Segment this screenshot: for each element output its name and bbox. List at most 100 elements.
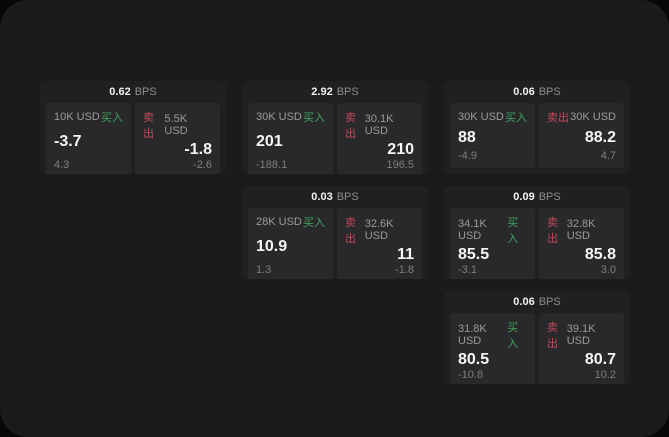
sell-panel-top: 卖出 32.6K USD [345, 214, 414, 246]
price-card: 0.06 BPS 30K USD 买入 88 -4.9 卖出 30K USD [444, 81, 630, 174]
panels-row: 10K USD 买入 -3.7 4.3 卖出 5.5K USD -1.8 -2.… [46, 103, 220, 174]
panels-row: 30K USD 买入 88 -4.9 卖出 30K USD 88.2 4.7 [450, 103, 624, 168]
sell-panel[interactable]: 卖出 39.1K USD 80.7 10.2 [539, 313, 624, 384]
bps-unit-label: BPS [538, 191, 561, 203]
bps-unit-label: BPS [336, 191, 359, 203]
buy-panel-top: 30K USD 买入 [458, 109, 527, 125]
bps-value: 0.06 [513, 296, 535, 308]
sell-side-label: 卖出 [345, 217, 356, 245]
bps-unit-label: BPS [538, 86, 561, 98]
price-card: 0.03 BPS 28K USD 买入 10.9 1.3 卖出 32.6K US… [242, 186, 428, 279]
sell-price: 210 [387, 141, 414, 158]
buy-panel[interactable]: 31.8K USD 买入 80.5 -10.8 [450, 313, 535, 384]
sell-amount: 39.1K USD [566, 323, 596, 347]
sell-panel-top: 卖出 39.1K USD [547, 319, 616, 351]
sell-price: 88.2 [584, 128, 616, 146]
buy-panel-top: 31.8K USD 买入 [458, 319, 527, 351]
panels-row: 31.8K USD 买入 80.5 -10.8 卖出 39.1K USD 80.… [450, 313, 624, 384]
buy-delta: -4.9 [458, 150, 477, 162]
sell-side-label: 卖出 [547, 322, 558, 350]
buy-price: -3.7 [54, 133, 82, 150]
sell-side-label: 卖出 [547, 112, 569, 124]
buy-panel[interactable]: 30K USD 买入 88 -4.9 [450, 103, 535, 168]
sell-panel[interactable]: 卖出 32.6K USD 11 -1.8 [337, 208, 422, 279]
sell-panel[interactable]: 卖出 5.5K USD -1.8 -2.6 [135, 103, 220, 174]
sell-amount: 32.6K USD [364, 218, 394, 242]
buy-panel-top: 10K USD 买入 [54, 109, 123, 125]
bps-value: 0.03 [311, 191, 333, 203]
price-card: 0.62 BPS 10K USD 买入 -3.7 4.3 卖出 5.5K USD [40, 81, 226, 174]
sell-side-label: 卖出 [143, 112, 154, 140]
sell-panel-top: 卖出 5.5K USD [143, 109, 212, 141]
buy-panel-top: 28K USD 买入 [256, 214, 325, 230]
sell-amount: 30.1K USD [364, 113, 394, 137]
buy-delta: -10.8 [458, 369, 484, 381]
sell-panel-top: 卖出 30.1K USD [345, 109, 414, 141]
sell-side-label: 卖出 [345, 112, 356, 140]
sell-delta: 4.7 [600, 150, 616, 162]
sell-price: 11 [397, 246, 414, 263]
buy-amount: 10K USD [54, 111, 100, 123]
card-header: 0.06 BPS [444, 291, 630, 313]
buy-delta: -3.1 [458, 264, 477, 276]
price-cards-grid: 0.62 BPS 10K USD 买入 -3.7 4.3 卖出 5.5K USD [40, 81, 630, 384]
buy-panel[interactable]: 28K USD 买入 10.9 1.3 [248, 208, 333, 279]
sell-price: 85.8 [584, 246, 616, 263]
buy-delta: 4.3 [54, 159, 70, 171]
price-card: 0.09 BPS 34.1K USD 买入 85.5 -3.1 卖出 32.8K… [444, 186, 630, 279]
sell-delta: -1.8 [395, 264, 414, 276]
card-header: 0.03 BPS [242, 186, 428, 208]
sell-panel[interactable]: 卖出 32.8K USD 85.8 3.0 [539, 208, 624, 279]
bps-unit-label: BPS [134, 86, 157, 98]
buy-price: 10.9 [256, 238, 288, 255]
sell-panel[interactable]: 卖出 30.1K USD 210 196.5 [337, 103, 422, 174]
buy-side-label: 买入 [303, 217, 325, 229]
buy-amount: 31.8K USD [458, 323, 487, 347]
buy-amount: 30K USD [256, 111, 302, 123]
buy-side-label: 买入 [507, 217, 519, 245]
bps-value: 0.09 [513, 191, 535, 203]
sell-price: -1.8 [184, 141, 212, 158]
sell-panel-top: 卖出 32.8K USD [547, 214, 616, 246]
bps-value: 0.06 [513, 86, 535, 98]
buy-side-label: 买入 [505, 112, 527, 124]
sell-delta: 10.2 [594, 369, 616, 381]
sell-delta: -2.6 [193, 159, 212, 171]
card-header: 0.62 BPS [40, 81, 226, 103]
sell-amount: 5.5K USD [164, 113, 188, 137]
buy-price: 201 [256, 133, 283, 150]
buy-panel[interactable]: 34.1K USD 买入 85.5 -3.1 [450, 208, 535, 279]
buy-side-label: 买入 [101, 112, 123, 124]
buy-delta: 1.3 [256, 264, 272, 276]
buy-price: 88 [458, 128, 476, 146]
sell-side-label: 卖出 [547, 217, 558, 245]
bps-value: 2.92 [311, 86, 333, 98]
buy-panel-top: 34.1K USD 买入 [458, 214, 527, 246]
buy-panel[interactable]: 10K USD 买入 -3.7 4.3 [46, 103, 131, 174]
bps-value: 0.62 [109, 86, 131, 98]
buy-side-label: 买入 [303, 112, 325, 124]
buy-amount: 28K USD [256, 216, 302, 228]
bps-unit-label: BPS [538, 296, 561, 308]
sell-panel[interactable]: 卖出 30K USD 88.2 4.7 [539, 103, 624, 168]
buy-panel[interactable]: 30K USD 买入 201 -188.1 [248, 103, 333, 174]
buy-side-label: 买入 [507, 322, 519, 350]
panels-row: 28K USD 买入 10.9 1.3 卖出 32.6K USD 11 -1.8 [248, 208, 422, 279]
sell-amount: 32.8K USD [566, 218, 596, 242]
buy-panel-top: 30K USD 买入 [256, 109, 325, 125]
price-card: 0.06 BPS 31.8K USD 买入 80.5 -10.8 卖出 39.1… [444, 291, 630, 384]
buy-price: 80.5 [458, 351, 490, 368]
panels-row: 30K USD 买入 201 -188.1 卖出 30.1K USD 210 1… [248, 103, 422, 174]
buy-price: 85.5 [458, 246, 490, 263]
sell-delta: 3.0 [600, 264, 616, 276]
buy-delta: -188.1 [256, 159, 288, 171]
sell-panel-top: 卖出 30K USD [547, 109, 616, 125]
card-header: 2.92 BPS [242, 81, 428, 103]
sell-delta: 196.5 [386, 159, 414, 171]
buy-amount: 30K USD [458, 111, 504, 123]
card-header: 0.06 BPS [444, 81, 630, 103]
sell-price: 80.7 [584, 351, 616, 368]
card-header: 0.09 BPS [444, 186, 630, 208]
price-card: 2.92 BPS 30K USD 买入 201 -188.1 卖出 30.1K … [242, 81, 428, 174]
